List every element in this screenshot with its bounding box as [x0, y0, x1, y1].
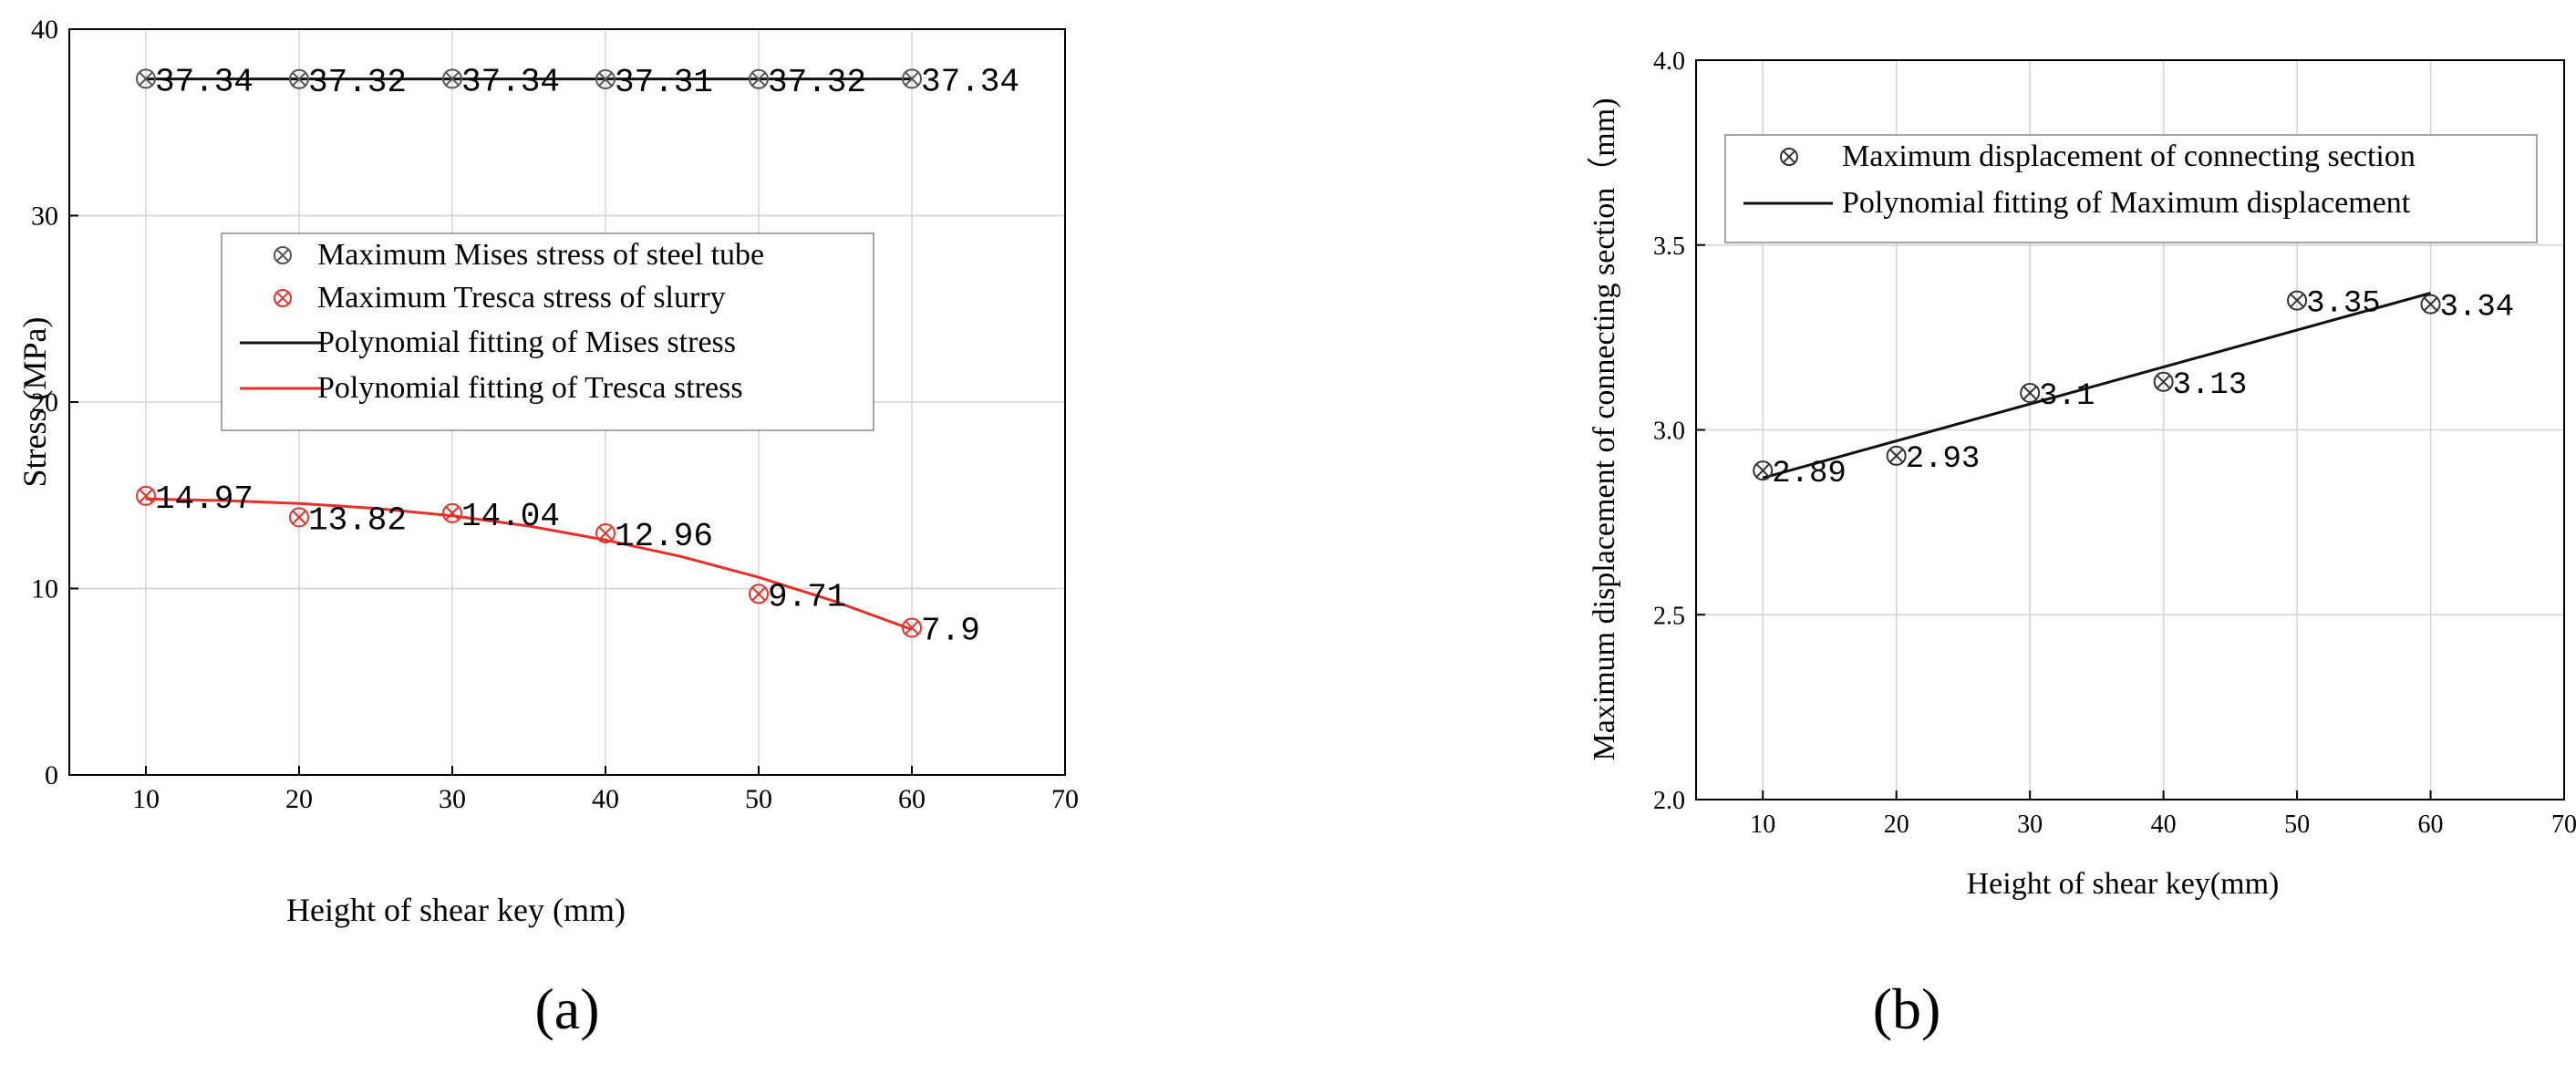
data-point [595, 522, 616, 543]
panel-label: (a) [534, 976, 599, 1041]
data-label: 9.71 [768, 578, 846, 615]
legend: Maximum Mises stress of steel tube Maximu… [221, 232, 874, 431]
legend-label: Polynomial fitting of Mises stress [317, 325, 736, 359]
data-point [289, 507, 309, 528]
data-point [2020, 382, 2041, 403]
x-tick-label: 20 [1884, 811, 1909, 839]
x-tick-label: 70 [1051, 784, 1079, 814]
x-tick-label: 50 [2284, 811, 2310, 839]
panel-label: (b) [1873, 976, 1941, 1041]
data-label: 14.97 [155, 480, 253, 518]
data-label: 37.31 [615, 64, 713, 101]
data-label: 3.1 [2039, 379, 2095, 414]
legend-label: Polynomial fitting of Maximum displaceme… [1842, 186, 2411, 220]
x-tick-label: 40 [2151, 811, 2177, 839]
x-tick-label: 50 [745, 784, 772, 814]
data-point [595, 69, 616, 90]
legend-label: Maximum Tresca stress of slurry [317, 281, 726, 315]
data-label: 7.9 [921, 612, 980, 649]
x-tick-label: 60 [2418, 811, 2444, 839]
y-tick-label: 10 [31, 574, 58, 604]
y-tick-label: 4.0 [1653, 47, 1685, 76]
ticks: 10 20 30 40 50 60 70 2.0 2.5 3.0 3.5 4.0 [1653, 47, 2576, 839]
data-point [1753, 460, 1774, 481]
x-tick-label: 10 [132, 784, 160, 814]
y-tick-label: 30 [31, 201, 58, 232]
series-1: 14.97 13.82 14.04 12.96 9.71 7.9 [136, 480, 980, 649]
data-label: 3.13 [2173, 368, 2248, 403]
data-point [442, 502, 462, 523]
x-tick-label: 30 [439, 784, 466, 814]
data-point [136, 68, 156, 89]
series-0: 2.89 2.93 3.1 3.13 3.35 3.34 [1753, 287, 2515, 491]
legend-box [1724, 134, 2538, 243]
data-point [136, 485, 156, 506]
data-point [289, 68, 309, 89]
y-tick-label: 3.5 [1653, 232, 1685, 261]
data-point [902, 68, 922, 89]
series-0: 37.34 37.32 37.34 37.31 37.32 37.34 [136, 63, 1019, 101]
legend: Maximum displacement of connecting secti… [1724, 134, 2538, 243]
data-point [902, 617, 922, 638]
y-axis-label: Stress (MPa) [16, 317, 53, 488]
data-label: 37.34 [921, 63, 1019, 100]
data-label: 37.34 [461, 63, 560, 100]
data-label: 13.82 [308, 501, 407, 539]
data-label: 3.35 [2306, 287, 2381, 322]
data-label: 37.32 [768, 64, 866, 101]
legend-marker [1780, 148, 1798, 166]
x-tick-label: 60 [898, 784, 926, 814]
y-axis-label: Maximum displacement of connecting secti… [1587, 98, 1621, 760]
y-tick-label: 2.0 [1653, 787, 1685, 815]
data-label: 14.04 [461, 498, 560, 535]
data-label: 37.34 [155, 63, 253, 100]
data-label: 2.89 [1772, 457, 1847, 491]
data-point [749, 583, 769, 604]
legend-marker [274, 246, 292, 264]
data-point [2153, 371, 2174, 392]
x-tick-label: 20 [285, 784, 313, 814]
data-label: 37.32 [308, 64, 407, 101]
data-label: 2.93 [1906, 442, 1981, 477]
x-tick-label: 30 [2017, 811, 2043, 839]
x-tick-label: 70 [2551, 811, 2576, 839]
data-point [442, 68, 462, 89]
x-tick-label: 40 [592, 784, 619, 814]
data-label: 12.96 [615, 518, 713, 555]
legend-marker [274, 289, 292, 307]
legend-label: Maximum displacement of connecting secti… [1842, 139, 2416, 173]
data-point [2287, 290, 2308, 311]
fit-line-series-1 [1762, 292, 2431, 480]
data-point [2420, 294, 2441, 315]
legend-box [221, 232, 874, 431]
data-point [749, 68, 769, 89]
legend-label: Polynomial fitting of Tresca stress [317, 371, 743, 405]
x-tick-label: 10 [1750, 811, 1775, 839]
ticks: 10 20 30 40 50 60 70 0 10 20 30 40 [31, 15, 1079, 814]
y-tick-label: 2.5 [1653, 602, 1685, 630]
y-tick-label: 20 [31, 387, 58, 418]
chart-a: 10 20 30 40 50 60 70 0 10 20 30 40 Height of shear k… [16, 15, 1079, 1041]
x-axis-label: Height of shear key (mm) [286, 892, 626, 928]
data-label: 3.34 [2440, 291, 2515, 325]
y-tick-label: 40 [31, 15, 58, 45]
x-axis-label: Height of shear key(mm) [1967, 867, 2280, 901]
y-tick-label: 0 [45, 760, 58, 790]
chart-b: 10 20 30 40 50 60 70 2.0 2.5 3.0 3.5 4.0 Height of s… [1587, 47, 2576, 1041]
y-tick-label: 3.0 [1653, 418, 1685, 446]
fit-line-series-3 [145, 497, 913, 631]
legend-label: Maximum Mises stress of steel tube [317, 238, 764, 272]
data-point [1886, 445, 1907, 466]
